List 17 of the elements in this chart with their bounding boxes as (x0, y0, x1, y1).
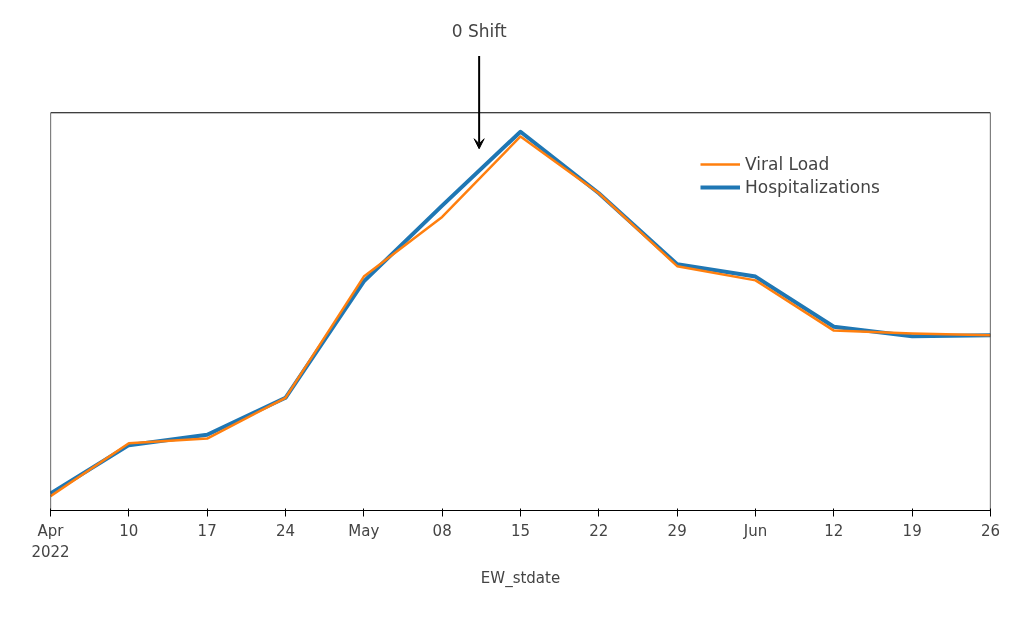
x-tick-label: 15 (510, 521, 531, 540)
x-tick-label: 24 (275, 521, 296, 540)
x-tick-label: 08 (432, 521, 452, 540)
legend-label: Viral Load (745, 154, 830, 175)
x-tick-label: May (348, 521, 380, 540)
x-tick-label: 26 (980, 521, 1001, 540)
x-tick-label: 10 (119, 521, 139, 540)
x-axis-title: EW_stdate (480, 569, 561, 589)
x-tick-label: 12 (824, 521, 844, 540)
x-tick-label: 17 (197, 521, 217, 540)
x-tick-label: 29 (667, 521, 687, 540)
text: 0 Shift (451, 20, 507, 41)
legend-label: Hospitalizations (745, 177, 880, 198)
x-tick-label: 22 (589, 521, 609, 540)
x-tick-label: 19 (902, 521, 922, 540)
x-tick-label: Jun (742, 521, 768, 540)
x-tick-label: Apr 2022 (31, 521, 70, 562)
